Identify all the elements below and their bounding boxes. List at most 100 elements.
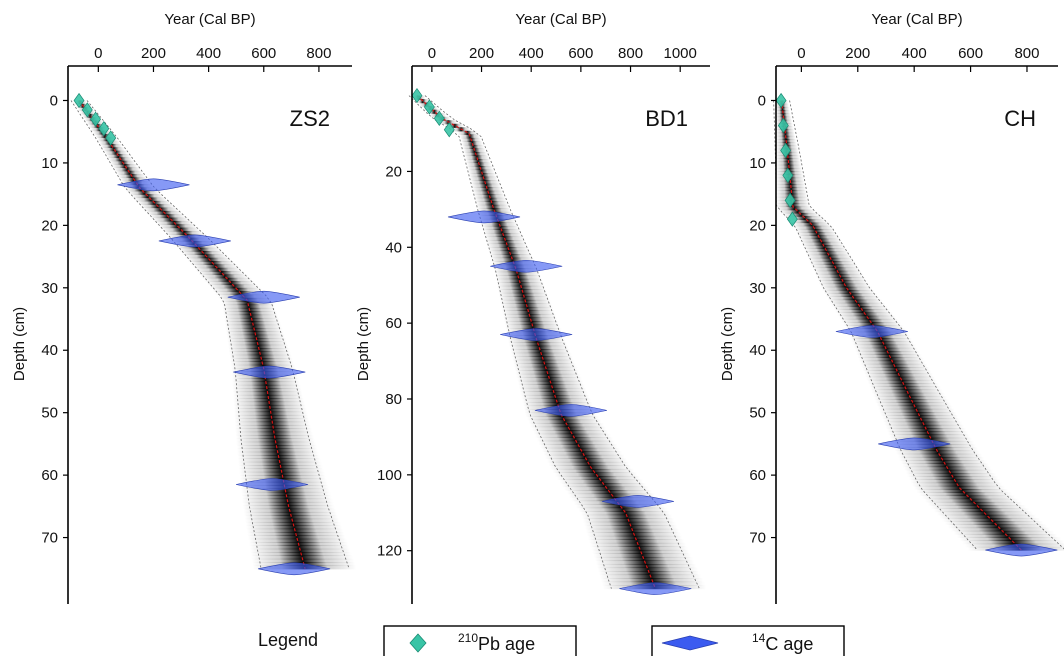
uncertainty-band (775, 100, 1064, 551)
x-tick-label: 800 (1014, 45, 1039, 62)
band-segment (953, 530, 1054, 535)
x-tick-label: 800 (618, 45, 643, 62)
band-segment (538, 440, 616, 445)
band-segment (229, 354, 292, 359)
x-tick-label: 0 (797, 45, 805, 62)
y-tick-label: 70 (749, 530, 766, 547)
band-segment (916, 489, 1009, 493)
x-tick-label: 200 (469, 45, 494, 62)
c14-age-marker (117, 178, 190, 192)
pb-age-marker (433, 110, 445, 126)
band-segment (471, 183, 501, 188)
band-segment (877, 405, 953, 410)
band-segment (807, 254, 852, 259)
band-segment (900, 460, 987, 464)
band-segment (907, 472, 996, 477)
c14-age-marker (233, 365, 306, 379)
ci-left (70, 100, 262, 569)
uncertainty-band (74, 100, 357, 570)
band-segment (239, 471, 325, 476)
y-axis-title: Depth (cm) (11, 307, 28, 381)
band-segment (472, 187, 502, 192)
band-segment (95, 133, 115, 138)
ci-right (86, 100, 350, 569)
ci-left (408, 95, 612, 589)
band-segment (513, 363, 577, 368)
band-segment (528, 419, 602, 424)
c14-age-marker (534, 404, 607, 417)
band-segment (129, 190, 160, 195)
band-segment (236, 441, 316, 446)
band-segment (876, 402, 951, 407)
band-segment (786, 216, 823, 220)
y-tick-label: 40 (749, 342, 766, 359)
band-segment (502, 310, 555, 315)
band-segment (922, 495, 1016, 500)
band-segment (859, 360, 926, 365)
y-tick-label: 60 (41, 467, 58, 484)
c14-age-marker (601, 495, 675, 508)
band-segment (505, 324, 561, 329)
c14-age-marker (878, 437, 951, 451)
band-segment (494, 271, 540, 276)
band-segment (863, 370, 932, 375)
band-segment (775, 106, 790, 111)
band-segment (483, 229, 521, 234)
band-segment (237, 451, 319, 456)
x-axis-title: Year (Cal BP) (164, 11, 255, 28)
band-segment (546, 458, 627, 463)
c14-age-marker (447, 210, 521, 224)
band-segment (783, 212, 819, 217)
y-tick-label: 40 (385, 239, 402, 256)
band-segment (475, 197, 507, 202)
band-segment (835, 309, 891, 314)
y-tick-label: 60 (385, 315, 402, 332)
band-segment (242, 501, 334, 506)
core-name-label: CH (1004, 106, 1036, 131)
ci-left (773, 100, 978, 551)
band-segment (776, 187, 807, 191)
band-segment (519, 387, 587, 393)
x-tick-label: 200 (141, 45, 166, 62)
pb-age-marker (90, 111, 102, 127)
band-segment (803, 244, 846, 249)
x-tick-label: 400 (902, 45, 927, 62)
c14-superscript: 14 (752, 631, 766, 645)
panel-zs2: 0 200 400 600 800 0 10 20 30 40 50 60 70 Year (Cal BP… (11, 11, 357, 604)
band-segment (813, 267, 860, 272)
band-segment (247, 535, 346, 540)
pb-text: Pb age (478, 634, 535, 654)
band-segment (465, 158, 491, 164)
c14-age-marker (985, 543, 1058, 557)
band-segment (536, 437, 613, 442)
c14-age-marker (158, 234, 231, 248)
y-tick-label: 20 (41, 217, 58, 234)
x-axis-title: Year (Cal BP) (515, 11, 606, 28)
y-axis-title: Depth (cm) (355, 307, 372, 381)
x-tick-label: 1000 (664, 45, 697, 62)
band-segment (114, 167, 140, 172)
band-segment (105, 150, 128, 155)
band-segment (817, 277, 866, 281)
band-segment (843, 322, 901, 326)
c14-diamond-icon (661, 635, 719, 651)
pb-diamond-icon (409, 633, 427, 653)
c14-age-marker (235, 478, 309, 491)
band-segment (426, 109, 442, 114)
band-segment (468, 169, 495, 174)
c14-age-marker (619, 582, 692, 595)
band-segment (851, 338, 913, 342)
band-segment (858, 357, 924, 362)
band-segment (242, 505, 335, 510)
band-segment (872, 392, 945, 397)
panel-ch: 0 200 400 600 800 0 10 20 30 40 50 60 70 Year (Cal BP… (719, 11, 1064, 604)
band-segment (945, 521, 1044, 525)
y-tick-label: 0 (758, 92, 766, 109)
band-segment (201, 274, 249, 279)
y-tick-label: 100 (377, 467, 402, 484)
band-segment (82, 113, 98, 118)
legend-pb-label: 210Pb age (458, 631, 535, 654)
y-tick-label: 10 (41, 155, 58, 172)
pb-superscript: 210 (458, 631, 478, 645)
band-segment (251, 558, 355, 563)
